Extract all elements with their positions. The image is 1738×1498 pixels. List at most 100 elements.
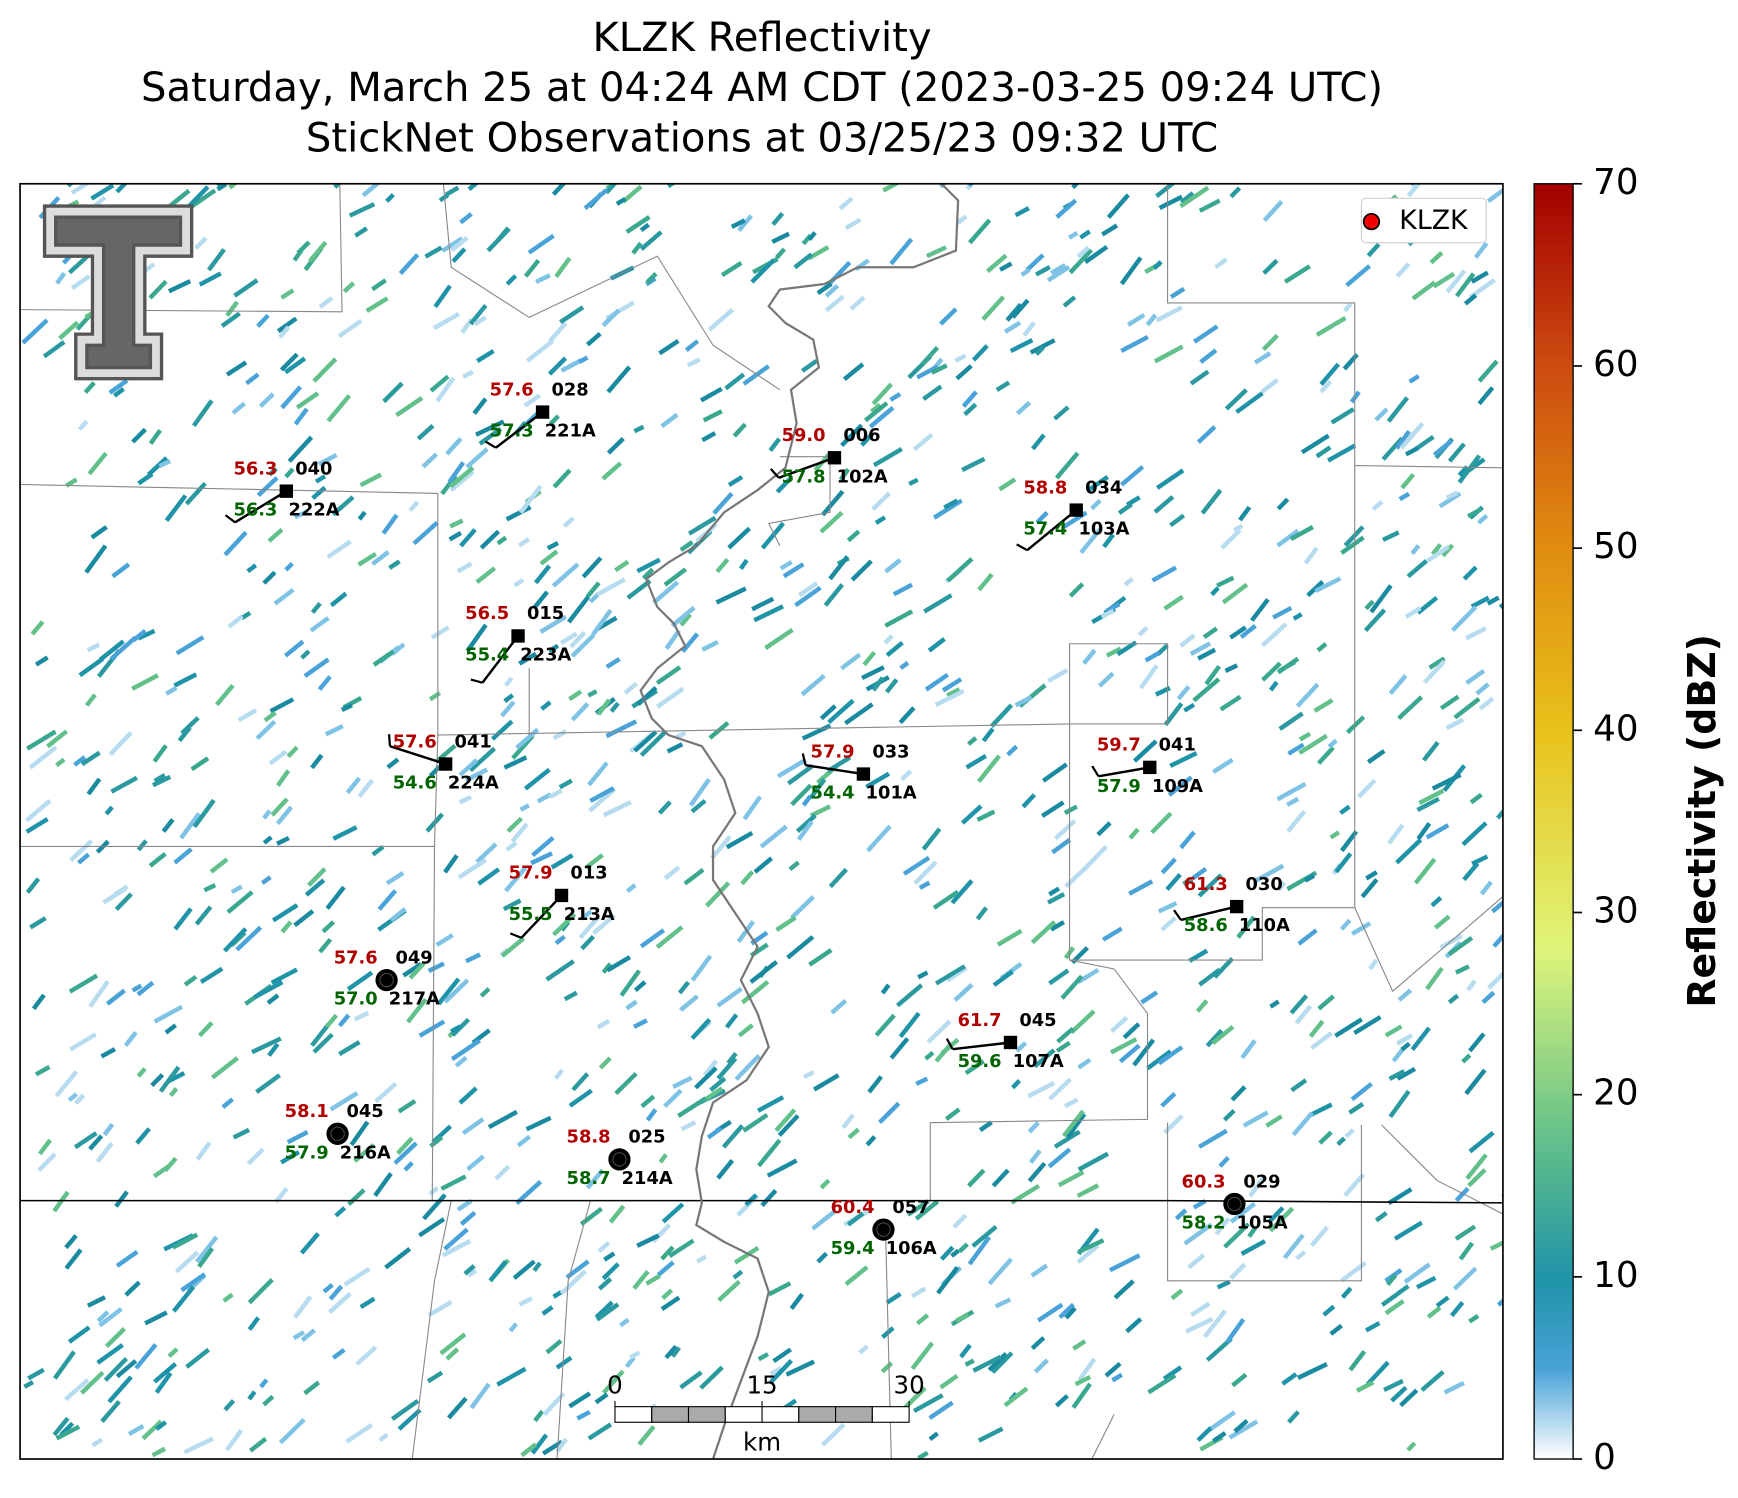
echo: [519, 803, 530, 812]
echo: [1123, 577, 1135, 587]
echo: [525, 1115, 552, 1132]
echo: [1334, 852, 1353, 874]
echo: [715, 586, 747, 605]
echo: [808, 778, 827, 800]
echo: [583, 188, 609, 211]
scale-tick-label: 15: [746, 1371, 777, 1400]
echo: [656, 686, 685, 709]
echo: [772, 1347, 792, 1364]
echo: [105, 988, 126, 1006]
station-id: 221A: [545, 421, 596, 442]
echo: [720, 260, 743, 278]
echo: [1425, 966, 1444, 991]
echo: [1449, 1300, 1465, 1318]
echo: [1010, 1183, 1041, 1205]
echo: [448, 531, 462, 542]
dewpoint: 55.4: [465, 644, 509, 665]
echo: [284, 639, 305, 658]
echo: [1432, 271, 1456, 289]
echo: [311, 485, 327, 500]
echo: [1286, 796, 1300, 807]
echo: [1416, 796, 1440, 812]
echo: [660, 412, 679, 429]
echo: [1050, 263, 1067, 275]
echo: [967, 1235, 991, 1266]
echo: [262, 809, 272, 820]
echo: [683, 868, 705, 886]
echo: [844, 702, 874, 726]
echo: [385, 871, 405, 886]
echo: [820, 489, 845, 517]
echo: [461, 1117, 485, 1135]
station-code: 033: [872, 741, 909, 762]
echo: [1491, 890, 1503, 914]
echo: [776, 757, 807, 779]
echo: [1009, 338, 1034, 354]
echo: [716, 1056, 738, 1081]
echo: [533, 1409, 545, 1423]
echo: [819, 704, 837, 721]
echo: [150, 1073, 165, 1088]
station-marker: [438, 757, 453, 771]
echo: [964, 1059, 985, 1075]
echo: [1453, 697, 1481, 720]
echo: [274, 1187, 289, 1204]
echo: [334, 1206, 347, 1218]
echo: [1027, 1121, 1040, 1134]
echo: [78, 657, 105, 678]
echo: [551, 183, 572, 196]
echo: [1420, 1370, 1445, 1392]
echo: [912, 432, 934, 452]
echo: [696, 1254, 707, 1264]
dewpoint: 54.6: [393, 773, 437, 794]
echo: [868, 405, 895, 429]
echo: [153, 1362, 178, 1384]
echo: [535, 273, 551, 284]
echo: [1231, 1372, 1248, 1388]
echo: [1193, 324, 1219, 344]
echo: [606, 365, 632, 394]
echo: [328, 1284, 344, 1301]
echo: [263, 710, 277, 723]
echo: [108, 731, 133, 756]
echo: [1195, 999, 1209, 1013]
echo: [736, 920, 756, 943]
station-calm-ring: [1227, 1196, 1242, 1212]
echo: [359, 472, 382, 488]
echo: [475, 566, 497, 584]
echo: [55, 757, 66, 768]
echo: [225, 300, 239, 317]
echo: [568, 1391, 592, 1409]
echo: [596, 577, 626, 597]
echo: [1214, 257, 1228, 270]
echo: [786, 935, 815, 960]
echo: [756, 1138, 782, 1168]
echo: [173, 672, 198, 688]
echo: [614, 559, 630, 573]
echo: [1329, 1323, 1343, 1336]
dewpoint: 55.5: [509, 904, 553, 925]
echo: [1364, 1321, 1381, 1333]
echo: [1276, 528, 1300, 548]
echo: [173, 847, 193, 865]
scale-unit: km: [743, 1427, 781, 1456]
echo: [928, 1431, 939, 1442]
echo: [175, 1250, 200, 1274]
echo: [153, 773, 166, 783]
echo: [717, 1279, 741, 1302]
echo: [1187, 1253, 1206, 1270]
echo: [661, 1202, 685, 1224]
echo: [148, 428, 163, 445]
echo: [104, 805, 114, 816]
echo: [1365, 1360, 1390, 1386]
echo: [30, 620, 45, 636]
echo: [153, 1004, 184, 1024]
echo: [1340, 1261, 1367, 1283]
echo: [1398, 491, 1411, 502]
echo: [167, 279, 192, 294]
echo: [443, 854, 459, 874]
echo: [134, 1343, 158, 1370]
echo: [247, 1278, 274, 1305]
echo: [950, 1248, 960, 1258]
echo: [554, 934, 566, 945]
